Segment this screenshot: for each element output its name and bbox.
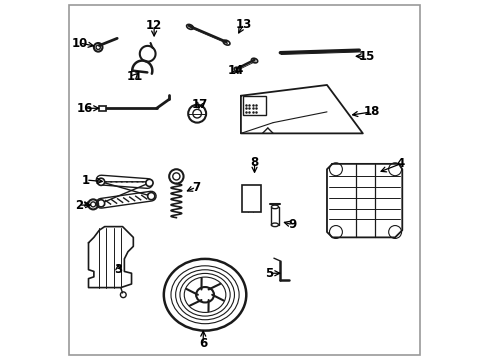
Text: 5: 5 — [264, 267, 272, 280]
Text: 12: 12 — [146, 19, 162, 32]
Text: 4: 4 — [396, 157, 404, 170]
Circle shape — [147, 193, 155, 200]
Text: 18: 18 — [363, 105, 379, 118]
Text: 2: 2 — [75, 199, 82, 212]
Circle shape — [97, 178, 104, 185]
Bar — [99, 106, 106, 111]
Bar — [242, 96, 265, 116]
Text: 17: 17 — [191, 98, 207, 111]
Text: 8: 8 — [250, 156, 258, 168]
Text: 13: 13 — [235, 18, 251, 31]
Text: 10: 10 — [71, 36, 87, 50]
Text: 16: 16 — [77, 102, 93, 115]
Text: 7: 7 — [192, 181, 200, 194]
Bar — [241, 185, 261, 212]
Text: 15: 15 — [358, 50, 374, 63]
Text: 14: 14 — [227, 64, 243, 77]
Text: 1: 1 — [82, 174, 90, 186]
Text: 3: 3 — [114, 263, 122, 276]
Circle shape — [145, 179, 153, 186]
Text: 9: 9 — [288, 218, 296, 231]
Text: 11: 11 — [127, 69, 143, 82]
Text: 6: 6 — [199, 337, 207, 350]
Circle shape — [97, 200, 104, 207]
